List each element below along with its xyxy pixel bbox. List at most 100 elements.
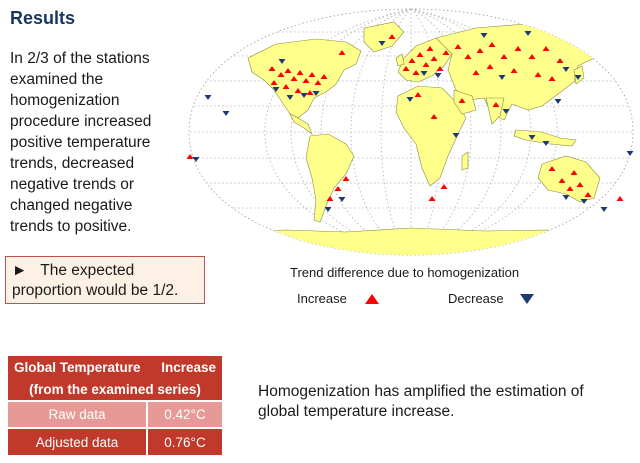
callout-text: The expected proportion would be 1/2. [12, 262, 179, 299]
increase-marker [426, 46, 434, 51]
increase-marker [510, 68, 518, 73]
global-temperature-table: Global Temperature Increase (from the ex… [8, 356, 222, 455]
increase-marker [302, 78, 310, 83]
results-paragraph: In 2/3 of the stations examined the homo… [10, 50, 152, 235]
header-global-temperature: Global Temperature [8, 356, 147, 378]
row-value-raw-data: 0.42°C [147, 400, 222, 428]
increase-marker [500, 54, 508, 59]
table-row: Raw data 0.42°C [8, 400, 222, 428]
increase-marker [402, 66, 410, 71]
increase-marker [334, 186, 342, 191]
row-label-raw-data: Raw data [8, 400, 148, 428]
decrease-marker [406, 97, 414, 102]
increase-marker [428, 196, 436, 201]
increase-marker [338, 50, 346, 55]
increase-marker [440, 184, 448, 189]
increase-marker [296, 70, 304, 75]
central-america-landmass [289, 113, 313, 135]
decrease-marker [554, 99, 562, 104]
table-header-row: (from the examined series) [8, 378, 222, 401]
decrease-marker [192, 157, 200, 162]
decrease-marker [204, 95, 212, 100]
increase-marker [514, 46, 522, 51]
increase-marker [488, 42, 496, 47]
increase-marker [576, 182, 584, 187]
africa-landmass [395, 85, 467, 187]
increase-marker [486, 64, 494, 69]
increase-marker [548, 166, 556, 171]
land-masses [205, 21, 625, 255]
australia-landmass [537, 155, 601, 203]
increase-marker [268, 66, 276, 71]
arabia-landmass [453, 89, 477, 115]
increase-marker [542, 46, 550, 51]
decrease-marker [222, 111, 230, 116]
increase-marker [342, 176, 350, 181]
decrease-marker [452, 133, 460, 138]
decrease-marker [272, 87, 280, 92]
increase-marker [320, 74, 328, 79]
navy-down-triangle-icon [520, 294, 534, 304]
increase-marker [416, 52, 424, 57]
decrease-marker [420, 71, 428, 76]
increase-marker [558, 178, 566, 183]
increase-marker [458, 98, 466, 103]
increase-marker [616, 196, 624, 201]
station-markers [186, 31, 634, 212]
decrease-marker [312, 91, 320, 96]
madagascar-landmass [461, 151, 469, 171]
increase-marker [548, 76, 556, 81]
decrease-marker [378, 41, 386, 46]
increase-marker [476, 48, 484, 53]
uk-landmass [395, 53, 405, 67]
increase-marker [294, 88, 302, 93]
increase-marker [326, 196, 334, 201]
increase-marker [186, 154, 194, 159]
increase-marker [430, 56, 438, 61]
decrease-marker [562, 67, 570, 72]
increase-marker [306, 90, 314, 95]
decrease-marker [600, 207, 608, 212]
north-america-landmass [247, 38, 362, 119]
decrease-marker [434, 73, 442, 78]
increase-marker [414, 92, 422, 97]
decrease-marker [542, 141, 550, 146]
table-header-row: Global Temperature Increase [8, 356, 222, 378]
slide-title: Results [10, 8, 76, 28]
row-label-adjusted-data: Adjusted data [8, 427, 148, 455]
increase-marker [566, 186, 574, 191]
decrease-marker [324, 207, 332, 212]
decrease-marker [300, 93, 308, 98]
increase-marker [464, 54, 472, 59]
legend-decrease-label: Decrease [448, 291, 504, 306]
conclusion-text: Homogenization has amplified the estimat… [258, 383, 584, 420]
decrease-marker [480, 33, 488, 38]
row-value-adjusted-data: 0.76°C [147, 427, 222, 455]
increase-marker [472, 70, 480, 75]
decrease-marker [502, 109, 510, 114]
increase-marker [584, 192, 592, 197]
increase-marker [454, 44, 462, 49]
increase-marker [282, 84, 290, 89]
decrease-marker [580, 199, 588, 204]
increase-marker [314, 80, 322, 85]
decrease-marker [338, 197, 346, 202]
decrease-marker [278, 59, 286, 64]
trend-legend-title: Trend difference due to homogenization [290, 265, 520, 280]
decrease-marker [498, 75, 506, 80]
increase-marker [534, 72, 542, 77]
increase-marker [442, 50, 450, 55]
increase-marker [388, 34, 396, 39]
south-america-landmass [305, 133, 355, 223]
decrease-marker [528, 135, 536, 140]
decrease-marker [626, 151, 634, 156]
indonesia-landmass [513, 129, 577, 147]
increase-marker [436, 66, 444, 71]
increase-marker [277, 72, 285, 77]
decrease-marker [286, 95, 294, 100]
increase-marker [430, 114, 438, 119]
decrease-marker [574, 75, 582, 80]
arrow-right-icon: ► [12, 262, 28, 279]
increase-marker [570, 170, 578, 175]
increase-marker [290, 76, 298, 81]
